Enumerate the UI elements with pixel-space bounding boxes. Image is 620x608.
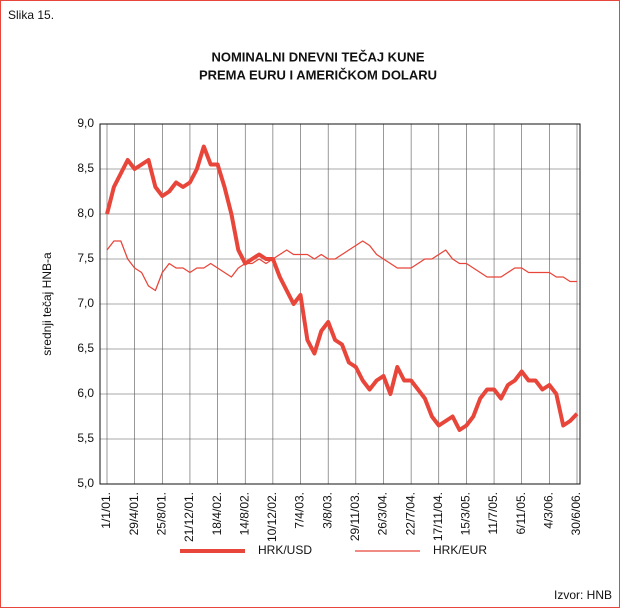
series-line — [105, 144, 579, 432]
x-tick-label: 21/12/01. — [182, 492, 196, 542]
x-tick-label: 30/6/06. — [569, 492, 583, 535]
x-tick-label: 15/3/05. — [459, 492, 473, 535]
x-tick-label: 3/8/03. — [320, 492, 334, 529]
y-tick-label: 5,0 — [77, 476, 94, 490]
chart-title: PREMA EURU I AMERIČKOM DOLARU — [199, 67, 437, 82]
x-tick-label: 1/1/01. — [99, 492, 113, 529]
caption: Slika 15. — [8, 8, 54, 22]
y-tick-label: 5,5 — [77, 431, 94, 445]
x-tick-label: 22/7/04. — [403, 492, 417, 535]
x-tick-label: 6/11/05. — [514, 492, 528, 534]
x-tick-label: 4/3/06. — [542, 492, 556, 529]
x-tick-label: 26/3/04. — [376, 492, 390, 535]
x-tick-label: 18/4/02. — [210, 492, 224, 535]
legend-label: HRK/EUR — [433, 543, 487, 557]
source: Izvor: HNB — [554, 588, 612, 602]
y-tick-label: 8,0 — [77, 206, 94, 220]
x-tick-label: 17/11/04. — [431, 492, 445, 541]
x-tick-label: 10/12/02. — [265, 492, 279, 542]
y-tick-label: 6,5 — [77, 341, 94, 355]
chart-title: NOMINALNI DNEVNI TEČAJ KUNE — [211, 49, 424, 64]
legend-label: HRK/USD — [258, 543, 312, 557]
x-tick-label: 29/11/03. — [348, 492, 362, 541]
y-tick-label: 7,0 — [77, 296, 94, 310]
y-axis-label: srednji tečaj HNB-a — [40, 252, 54, 356]
series-line — [106, 240, 577, 292]
y-tick-label: 6,0 — [77, 386, 94, 400]
x-tick-label: 11/7/05. — [486, 492, 500, 534]
y-tick-label: 9,0 — [77, 116, 94, 130]
y-tick-label: 7,5 — [77, 251, 94, 265]
plot-frame — [99, 123, 581, 485]
x-tick-label: 7/4/03. — [293, 492, 307, 529]
x-tick-label: 14/8/02. — [237, 492, 251, 535]
x-tick-label: 29/4/01. — [127, 492, 141, 535]
y-tick-label: 8,5 — [77, 161, 94, 175]
x-tick-label: 25/8/01. — [154, 492, 168, 535]
